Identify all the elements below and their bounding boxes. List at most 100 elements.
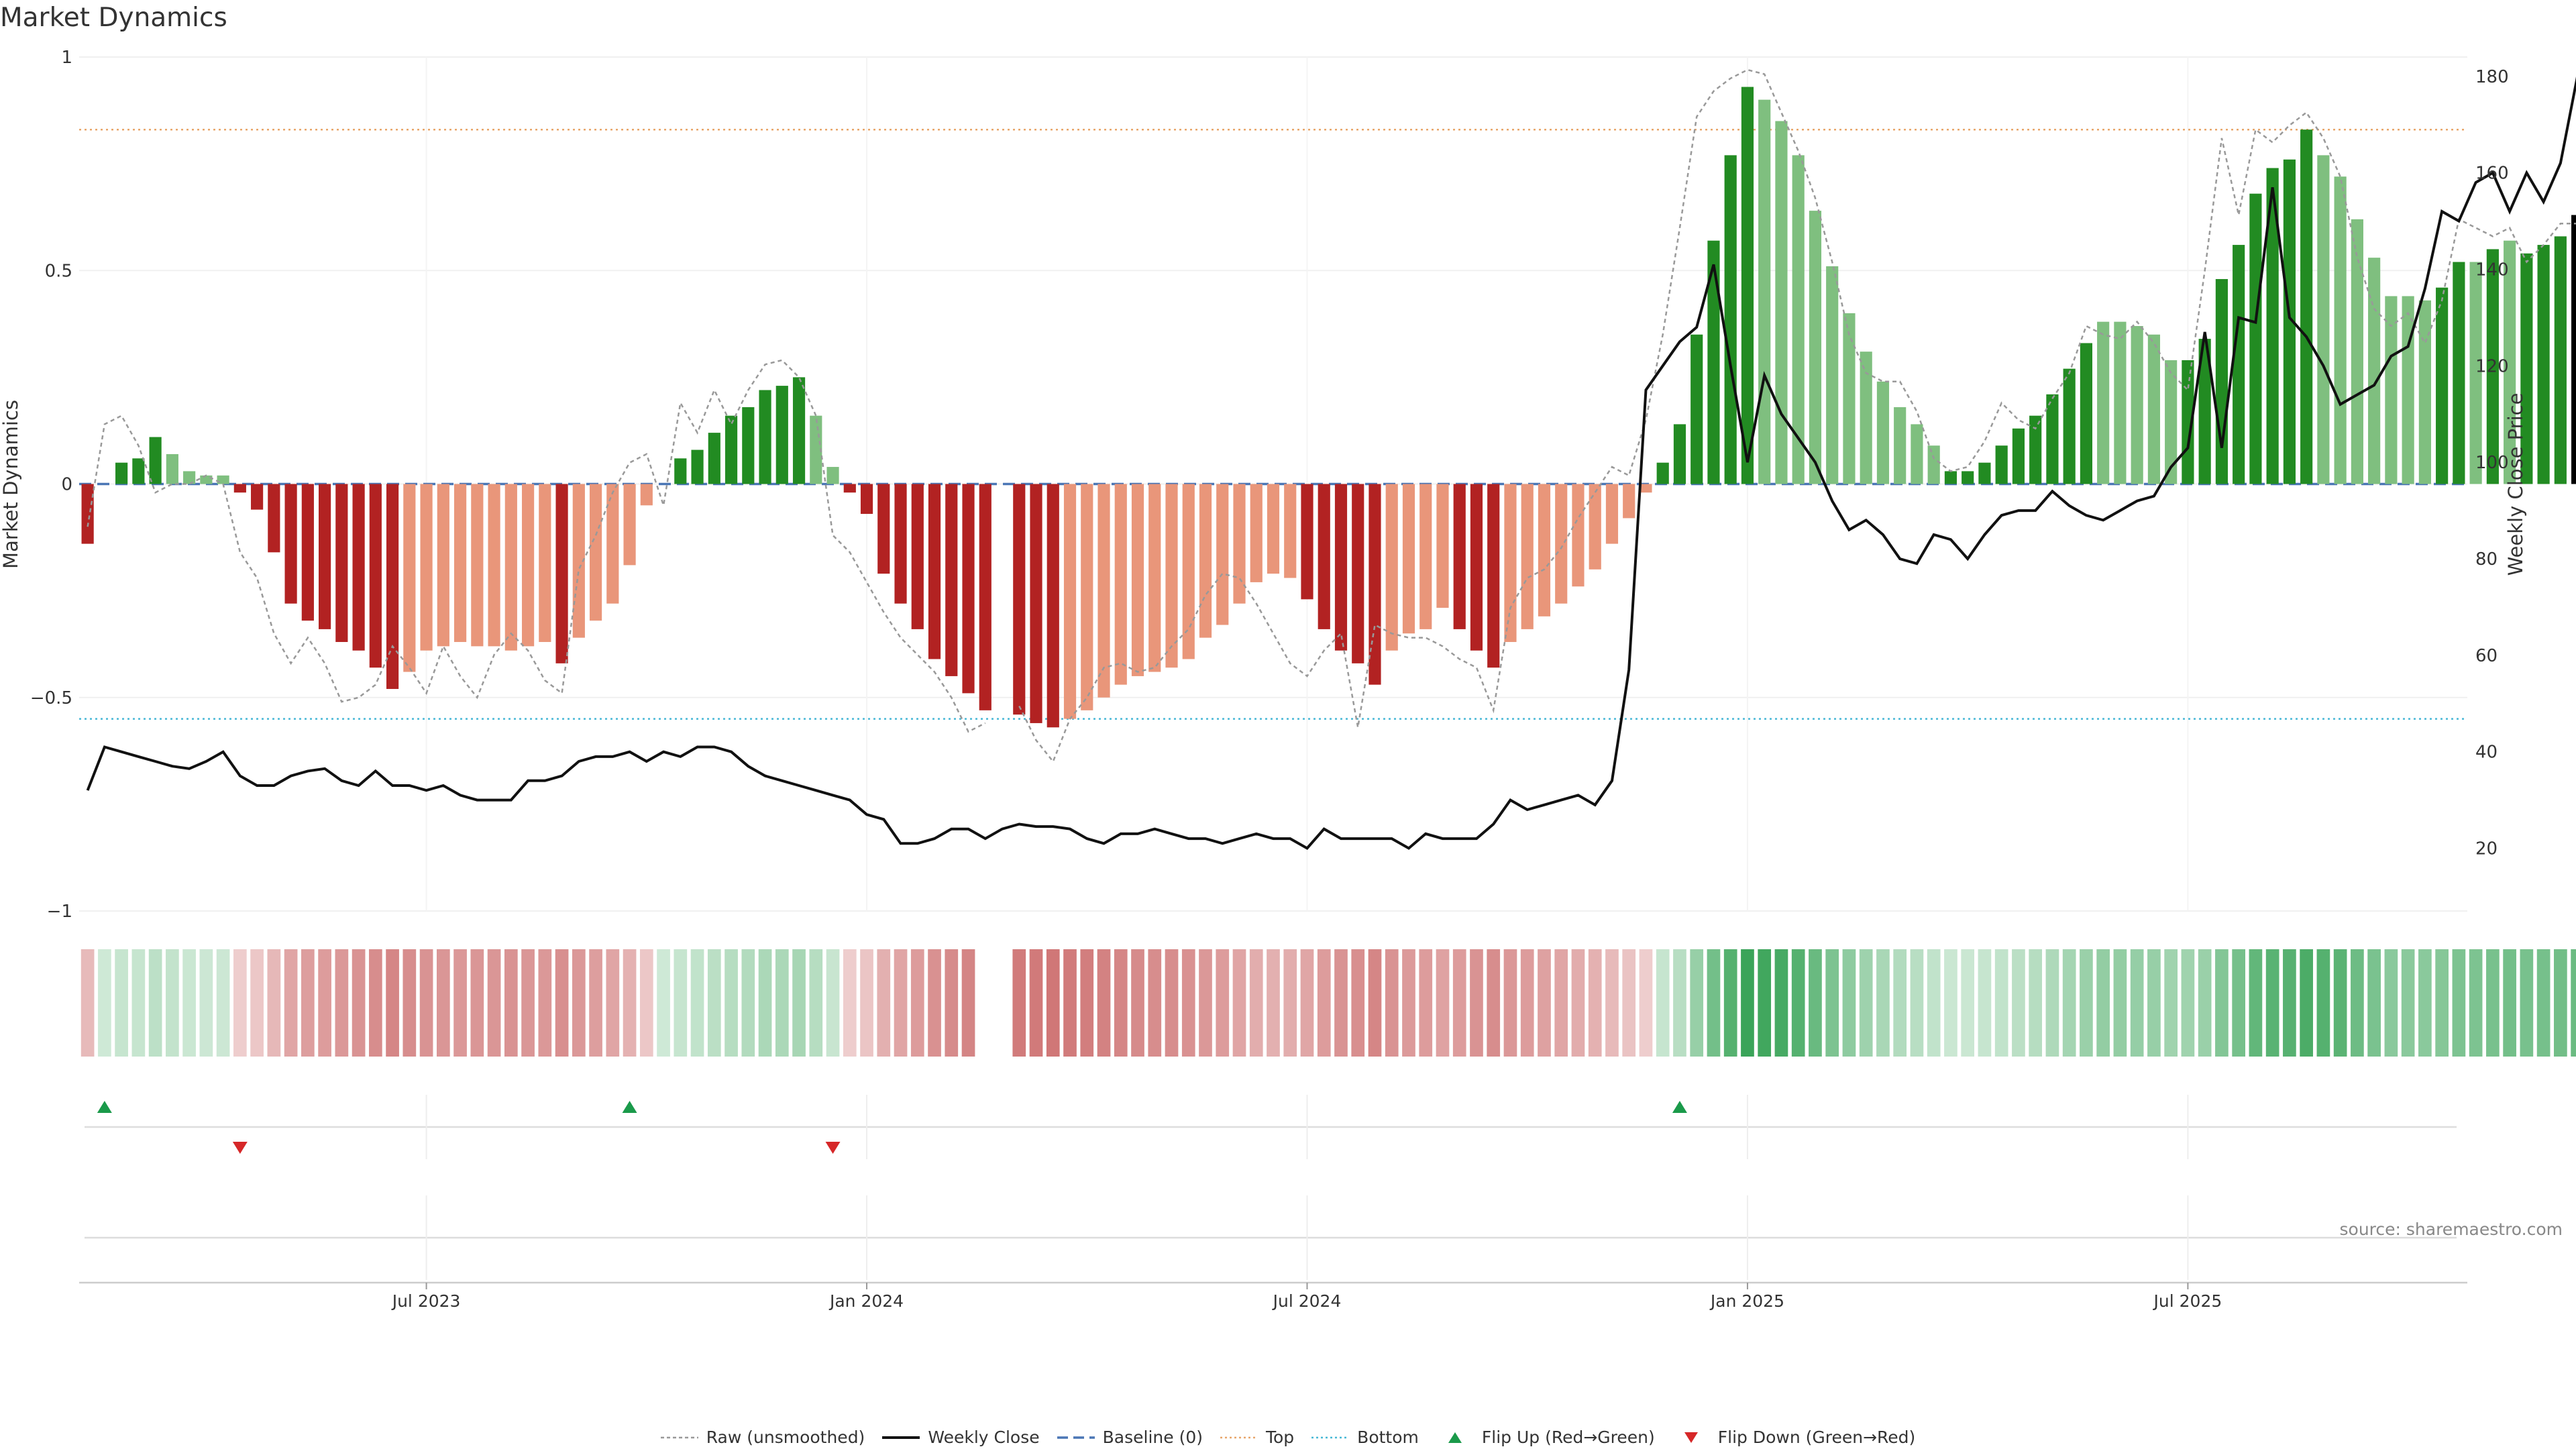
regime-cell (2520, 949, 2534, 1057)
market-dynamics-bar (1402, 484, 1415, 634)
regime-cell (2333, 949, 2347, 1057)
regime-cell (1216, 949, 1230, 1057)
market-dynamics-bar (352, 484, 365, 651)
regime-cell (335, 949, 349, 1057)
regime-cell (1114, 949, 1128, 1057)
regime-cell (2164, 949, 2178, 1057)
regime-cell (1656, 949, 1670, 1057)
legend: Raw (unsmoothed) Weekly Close Baseline (… (0, 1428, 2576, 1447)
regime-cell (1859, 949, 1873, 1057)
regime-cell (674, 949, 688, 1057)
market-dynamics-bar (2147, 334, 2160, 484)
regime-cell (589, 949, 602, 1057)
regime-cell (826, 949, 840, 1057)
legend-item-flipdown: Flip Down (Green→Red) (1672, 1428, 1915, 1447)
market-dynamics-bar (894, 484, 907, 604)
regime-cell (301, 949, 315, 1057)
market-dynamics-bar (437, 484, 449, 647)
raw-series (87, 68, 2576, 763)
market-dynamics-bar (1572, 484, 1585, 587)
regime-cell (1436, 949, 1450, 1057)
market-dynamics-bar (1741, 87, 1754, 484)
regime-cell (1554, 949, 1568, 1057)
regime-cell (2130, 949, 2144, 1057)
axes: 1 0.5 0 −0.5 −1 20 40 60 80 100 120 140 160 180 (30, 48, 2509, 922)
market-dynamics-bar (1436, 484, 1449, 608)
regime-cell (690, 949, 704, 1057)
regime-cell (1470, 949, 1483, 1057)
market-dynamics-bar (1673, 424, 1686, 484)
regime-cell (487, 949, 501, 1057)
regime-cell (1334, 949, 1348, 1057)
regime-cell (182, 949, 196, 1057)
regime-cell (1893, 949, 1907, 1057)
regime-cell (2113, 949, 2127, 1057)
regime-cell (1994, 949, 2008, 1057)
market-dynamics-bar (1555, 484, 1568, 604)
bar-series (81, 87, 2576, 728)
market-dynamics-bar (928, 484, 941, 659)
market-dynamics-bar (1656, 462, 1669, 484)
y2-tick-label: 160 (2475, 164, 2509, 184)
market-dynamics-bar (217, 475, 229, 484)
market-dynamics-bar (724, 415, 738, 484)
market-dynamics-bar (319, 484, 331, 629)
market-dynamics-bar (1318, 484, 1330, 629)
legend-label-baseline: Baseline (0) (1102, 1428, 1203, 1447)
x-axis: Jul 2023 Jan 2024 Jul 2024 Jan 2025 Jul 2025 (79, 1281, 2467, 1311)
market-dynamics-bar (284, 484, 297, 604)
regime-cell (470, 949, 484, 1057)
y2-tick-label: 100 (2475, 453, 2509, 473)
market-dynamics-bar (2453, 262, 2465, 484)
regime-cell (1673, 949, 1686, 1057)
market-dynamics-bar (1301, 484, 1313, 600)
y-tick-label: 0.5 (45, 261, 72, 281)
market-dynamics-bar (2063, 368, 2076, 484)
market-dynamics-bar (132, 458, 145, 484)
regime-cell (1385, 949, 1399, 1057)
y-tick-label: 1 (61, 48, 72, 68)
regime-cell (166, 949, 179, 1057)
market-dynamics-bar (623, 484, 636, 566)
y-tick-label: 0 (61, 475, 72, 495)
market-dynamics-bar (1962, 471, 1974, 484)
legend-swatch-baseline (1057, 1436, 1095, 1439)
y2-tick-label: 20 (2475, 839, 2498, 859)
market-dynamics-bar (335, 484, 348, 643)
regime-cell (453, 949, 467, 1057)
market-dynamics-bar (1876, 381, 1890, 484)
market-dynamics-bar (2469, 262, 2482, 484)
market-dynamics-bar (1927, 445, 1940, 484)
market-dynamics-bar (1605, 484, 1619, 544)
regime-cell (741, 949, 755, 1057)
regime-cell (216, 949, 230, 1057)
legend-label-flipup: Flip Up (Red→Green) (1481, 1428, 1655, 1447)
market-dynamics-bar (268, 484, 280, 553)
y-tick-label: −0.5 (30, 688, 72, 708)
regime-cell (1131, 949, 1144, 1057)
regime-cell (961, 949, 975, 1057)
market-dynamics-bar (674, 458, 687, 484)
regime-cell (1520, 949, 1534, 1057)
market-dynamics-bar (1826, 266, 1839, 484)
regime-cell (2249, 949, 2263, 1057)
y-tick-label: −1 (47, 902, 72, 922)
regime-cell (1842, 949, 1856, 1057)
market-dynamics-bar (2351, 219, 2363, 484)
market-dynamics-bar (1911, 424, 1923, 484)
market-dynamics-bar (2554, 236, 2567, 484)
regime-cell (2384, 949, 2398, 1057)
regime-cell (1012, 949, 1026, 1057)
market-dynamics-bar (1843, 313, 1856, 484)
flip-down-marker (232, 1142, 248, 1154)
regime-cell (1351, 949, 1365, 1057)
weekly-close-line (86, 76, 2576, 851)
regime-cell (1097, 949, 1111, 1057)
market-dynamics-bar (2198, 339, 2211, 484)
legend-label-raw: Raw (unsmoothed) (706, 1428, 865, 1447)
market-dynamics-bar (1487, 484, 1500, 668)
y-axis-label: Market Dynamics (0, 400, 22, 569)
market-dynamics-bar (2317, 155, 2330, 484)
market-dynamics-bar (1385, 484, 1398, 651)
